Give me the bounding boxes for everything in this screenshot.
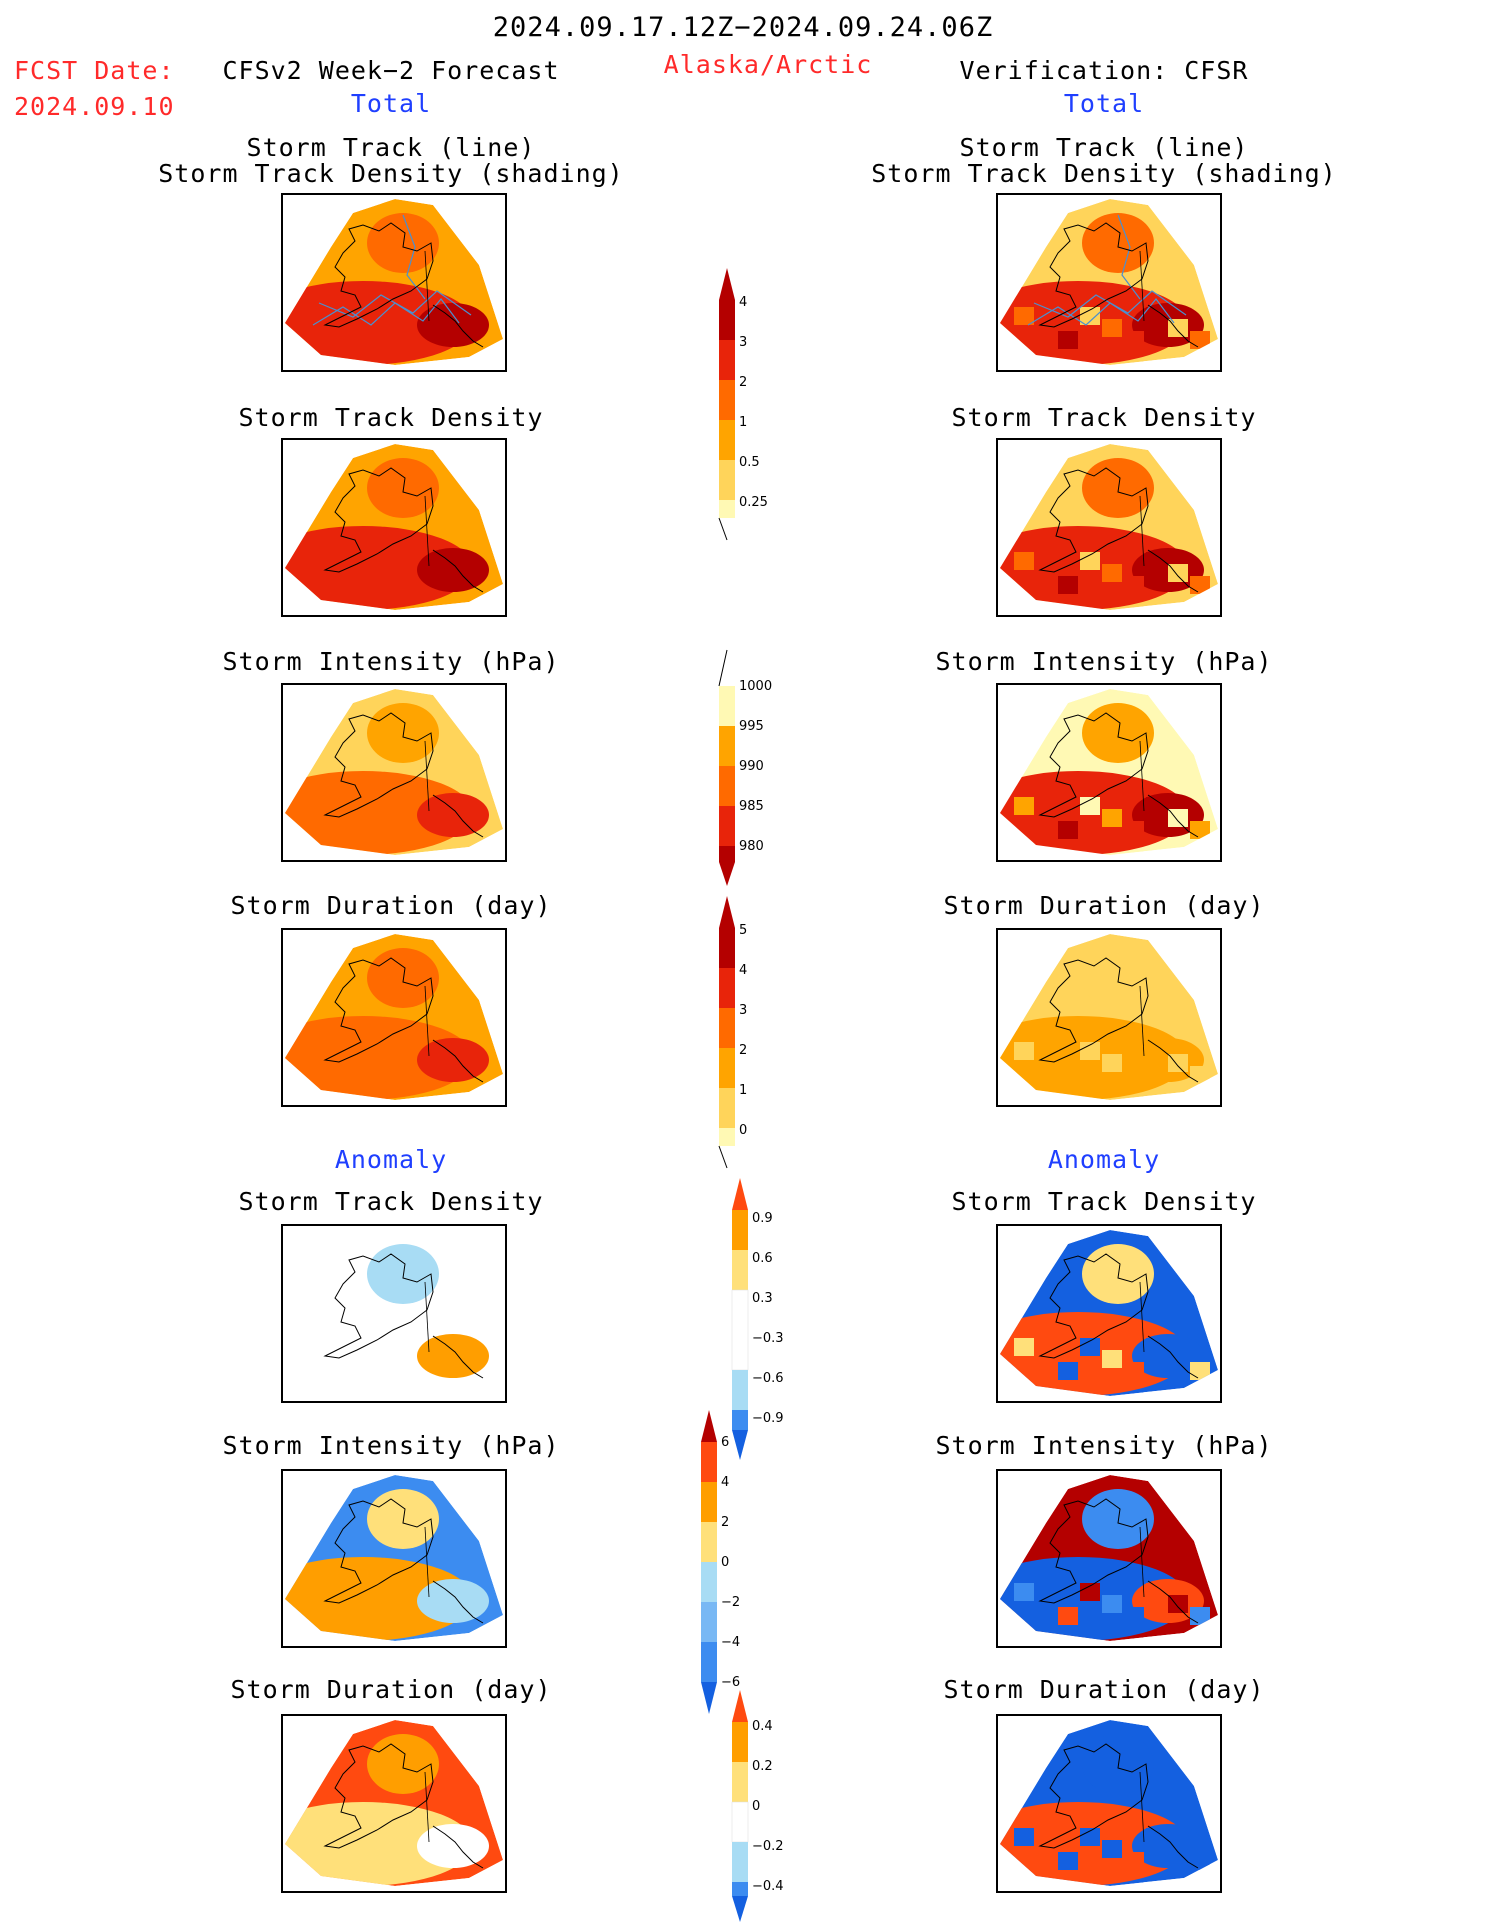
map-fcst-track [281, 193, 507, 372]
cbar-density-label: 1 [739, 415, 747, 430]
cbar-duration-anom-label: −0.4 [752, 1879, 784, 1894]
map-cfsr-duration [996, 928, 1222, 1107]
colorbar-density-anom: 0.9 0.6 0.3 −0.3 −0.6 −0.9 [731, 1178, 784, 1460]
map-fcst-duration-anom [281, 1714, 507, 1893]
cbar-intensity-anom-label: −2 [721, 1595, 740, 1610]
fcst-date-label: FCST Date: [14, 56, 175, 85]
date-range-title: 2024.09.17.12Z−2024.09.24.06Z [492, 12, 994, 43]
map-fcst-duration [281, 928, 507, 1107]
title-intensity-left: Storm Intensity (hPa) [222, 647, 560, 676]
map-cfsr-duration-anom [996, 1714, 1222, 1893]
cbar-intensity-anom-label: 0 [721, 1555, 729, 1570]
title-density-left: Storm Track Density [238, 403, 544, 432]
map-cfsr-density-anom [996, 1224, 1222, 1403]
title-intensity-anom-left: Storm Intensity (hPa) [222, 1431, 560, 1460]
cbar-density-anom-label: −0.9 [752, 1411, 784, 1426]
cbar-intensity-label: 985 [739, 799, 764, 814]
title-density-right: Storm Track Density [951, 403, 1257, 432]
cbar-duration-label: 1 [739, 1083, 747, 1098]
map-fcst-density-anom [281, 1224, 507, 1403]
cbar-density-anom-label: −0.6 [752, 1371, 784, 1386]
map-cfsr-intensity [996, 683, 1222, 862]
title-track-shading-left: Storm Track Density (shading) [158, 159, 624, 188]
cbar-density-anom-label: −0.3 [752, 1331, 784, 1346]
title-track-line-left: Storm Track (line) [246, 133, 536, 162]
map-cfsr-track [996, 193, 1222, 372]
cbar-duration-label: 2 [739, 1043, 747, 1058]
map-cfsr-density [996, 438, 1222, 617]
cbar-duration-anom-label: 0.2 [752, 1759, 773, 1774]
cbar-intensity-anom-label: 4 [721, 1475, 729, 1490]
title-track-shading-right: Storm Track Density (shading) [871, 159, 1337, 188]
title-intensity-right: Storm Intensity (hPa) [935, 647, 1273, 676]
map-fcst-intensity [281, 683, 507, 862]
fcst-date-value: 2024.09.10 [14, 92, 175, 121]
colorbar-intensity: 1000 995 990 985 980 [718, 649, 772, 886]
cbar-intensity-anom-label: −4 [721, 1635, 740, 1650]
cbar-duration-anom-label: 0.4 [752, 1719, 773, 1734]
title-density-anom-right: Storm Track Density [951, 1187, 1257, 1216]
cbar-duration-anom-label: −0.2 [752, 1839, 784, 1854]
right-total-label: Total [1063, 89, 1145, 118]
left-total-label: Total [350, 89, 432, 118]
map-cfsr-intensity-anom [996, 1469, 1222, 1648]
cbar-intensity-label: 995 [739, 719, 764, 734]
right-column-title: Verification: CFSR [959, 56, 1249, 85]
title-track-line-right: Storm Track (line) [959, 133, 1249, 162]
cbar-duration-label: 4 [739, 963, 747, 978]
title-duration-left: Storm Duration (day) [230, 891, 552, 920]
title-intensity-anom-right: Storm Intensity (hPa) [935, 1431, 1273, 1460]
colorbar-intensity-anom: 6 4 2 0 −2 −4 −6 [701, 1410, 740, 1714]
cbar-intensity-label: 1000 [739, 679, 772, 694]
region-title: Alaska/Arctic [663, 50, 873, 79]
cbar-density-label: 0.5 [739, 455, 760, 470]
cbar-density-label: 0.25 [739, 495, 768, 510]
cbar-duration-label: 0 [739, 1123, 747, 1138]
cbar-density-label: 3 [739, 335, 747, 350]
title-density-anom-left: Storm Track Density [238, 1187, 544, 1216]
cbar-density-label: 2 [739, 375, 747, 390]
cbar-density-anom-label: 0.3 [752, 1291, 773, 1306]
colorbar-duration: 5 4 3 2 1 0 [718, 896, 747, 1169]
cbar-intensity-label: 980 [739, 839, 764, 854]
title-duration-anom-right: Storm Duration (day) [943, 1675, 1265, 1704]
cbar-intensity-anom-label: −6 [721, 1675, 740, 1690]
cbar-density-anom-label: 0.6 [752, 1251, 773, 1266]
map-fcst-intensity-anom [281, 1469, 507, 1648]
cbar-duration-anom-label: 0 [752, 1799, 760, 1814]
anomaly-label-right: Anomaly [1047, 1145, 1161, 1174]
cbar-intensity-label: 990 [739, 759, 764, 774]
cbar-density-label: 4 [739, 295, 747, 310]
cbar-intensity-anom-label: 6 [721, 1435, 729, 1450]
cbar-intensity-anom-label: 2 [721, 1515, 729, 1530]
anomaly-label-left: Anomaly [334, 1145, 448, 1174]
title-duration-anom-left: Storm Duration (day) [230, 1675, 552, 1704]
title-duration-right: Storm Duration (day) [943, 891, 1265, 920]
map-fcst-density [281, 438, 507, 617]
colorbar-duration-anom: 0.4 0.2 0 −0.2 −0.4 [731, 1690, 784, 1922]
cbar-density-anom-label: 0.9 [752, 1211, 773, 1226]
cbar-duration-label: 3 [739, 1003, 747, 1018]
cbar-duration-label: 5 [739, 923, 747, 938]
left-column-title: CFSv2 Week−2 Forecast [222, 56, 560, 85]
colorbar-density: 4 3 2 1 0.5 0.25 [718, 268, 768, 541]
